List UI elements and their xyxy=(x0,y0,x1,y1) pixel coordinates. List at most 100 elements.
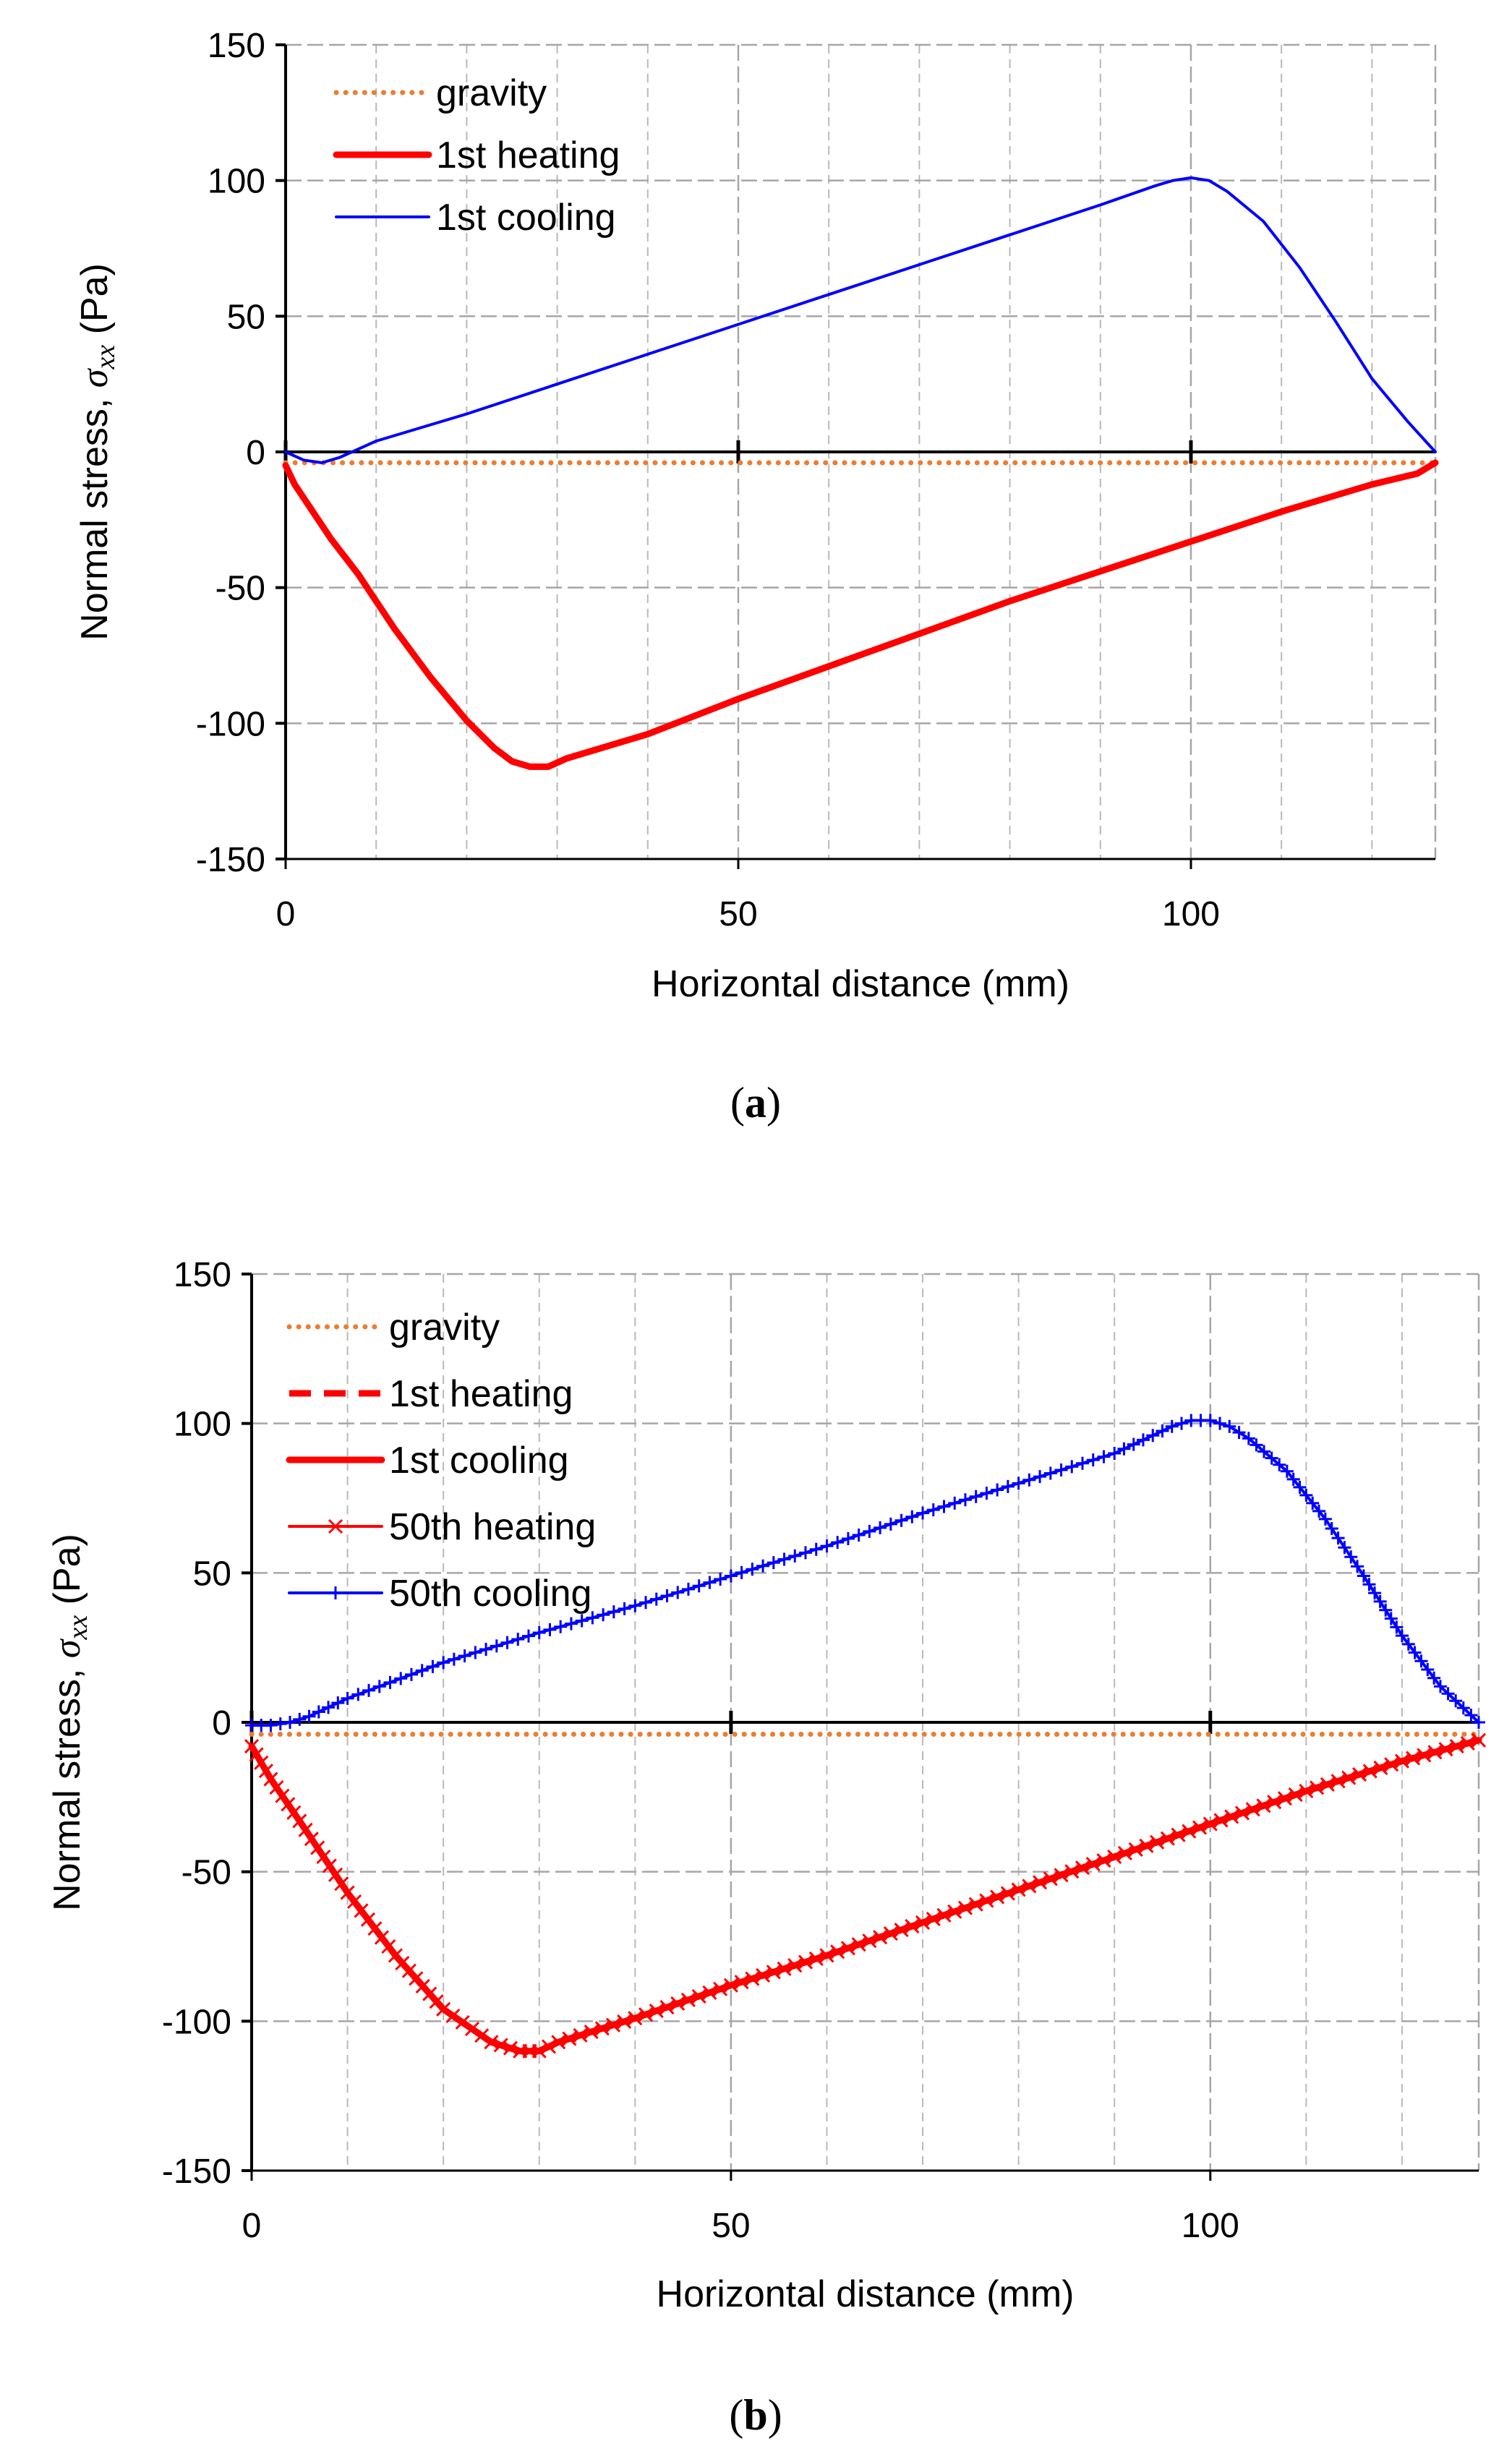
data-point-marker xyxy=(1286,1472,1300,1486)
data-point-marker xyxy=(455,2014,470,2030)
data-point-marker xyxy=(1441,1687,1455,1701)
data-point-marker xyxy=(1165,1419,1179,1433)
data-point-marker xyxy=(372,1680,386,1693)
data-point-marker xyxy=(554,1620,568,1633)
data-point-marker xyxy=(490,1639,503,1653)
data-point-marker xyxy=(681,1582,695,1596)
data-point-marker xyxy=(464,2022,479,2037)
panel-label-close: ) xyxy=(768,2391,782,2439)
data-point-marker xyxy=(254,1755,269,1770)
x-tick-label: 100 xyxy=(1182,2207,1239,2245)
data-point-marker xyxy=(249,1747,264,1762)
data-point-marker xyxy=(1368,1586,1382,1600)
data-point-marker xyxy=(273,1717,287,1731)
data-point-marker xyxy=(1414,1654,1428,1668)
y-axis-title: Normal stress, σxx (Pa) xyxy=(46,1534,93,1911)
data-point-marker xyxy=(1232,1426,1246,1440)
data-point-marker xyxy=(362,1683,376,1697)
data-point-marker xyxy=(1306,1496,1320,1510)
data-point-marker xyxy=(980,1487,994,1500)
data-point-marker xyxy=(884,1517,897,1531)
data-point-marker xyxy=(1379,1603,1393,1617)
data-point-marker xyxy=(511,1633,525,1646)
data-point-marker xyxy=(354,1903,369,1918)
data-point-marker xyxy=(691,1988,706,2004)
data-point-marker xyxy=(831,1536,845,1550)
series-line-1st-cooling xyxy=(284,176,1437,464)
data-point-marker xyxy=(659,1999,675,2015)
data-point-marker xyxy=(937,1500,951,1513)
data-point-marker xyxy=(1449,1694,1463,1708)
data-point-marker xyxy=(948,1496,962,1510)
data-point-marker xyxy=(756,1559,770,1573)
data-point-marker xyxy=(447,1652,461,1666)
x-tick-label: 50 xyxy=(712,2207,750,2245)
data-point-marker xyxy=(436,2001,451,2017)
data-point-marker xyxy=(1280,1464,1294,1478)
x-tick-label: 100 xyxy=(1162,895,1220,933)
data-point-marker xyxy=(680,1992,696,2008)
data-point-marker xyxy=(1192,1820,1208,1835)
data-point-marker xyxy=(1456,1701,1470,1715)
data-point-marker xyxy=(1464,1709,1478,1722)
data-point-marker xyxy=(820,1539,834,1553)
data-point-marker xyxy=(322,1858,337,1873)
data-point-marker xyxy=(830,1944,845,1959)
data-point-marker xyxy=(851,1937,866,1952)
data-point-marker xyxy=(799,1546,813,1560)
data-point-marker xyxy=(1417,1748,1432,1763)
data-point-marker xyxy=(713,1981,728,1996)
data-point-marker xyxy=(334,1876,349,1892)
data-point-marker xyxy=(415,1664,429,1677)
data-point-marker xyxy=(367,1921,383,1936)
data-point-marker xyxy=(479,1642,493,1656)
data-point-marker xyxy=(1384,1757,1399,1772)
series-50th-heating xyxy=(244,1732,1487,2059)
data-point-marker xyxy=(474,2028,490,2043)
series-line-1st-heating xyxy=(282,459,1439,770)
data-point-marker xyxy=(1043,1466,1057,1480)
data-point-marker xyxy=(1310,1780,1325,1795)
data-point-marker xyxy=(1175,1416,1189,1430)
y-tick-label: -150 xyxy=(196,841,265,879)
data-point-marker xyxy=(1312,1504,1326,1518)
x-tick-label: 50 xyxy=(719,895,757,933)
series-1st-cooling xyxy=(284,176,1437,464)
data-point-marker xyxy=(1362,1578,1376,1591)
data-point-marker xyxy=(1033,1470,1047,1484)
data-point-marker xyxy=(532,1626,546,1639)
data-point-marker xyxy=(531,2043,547,2059)
data-point-marker xyxy=(1421,1662,1435,1676)
data-point-marker xyxy=(1096,1852,1111,1868)
data-point-marker xyxy=(283,1716,297,1729)
data-point-marker xyxy=(1033,1875,1048,1890)
data-point-marker xyxy=(1460,1735,1475,1751)
panel-label-open: ( xyxy=(730,1079,745,1127)
data-point-marker xyxy=(1085,1857,1101,1872)
data-point-marker xyxy=(322,1701,336,1714)
data-point-marker xyxy=(671,1586,685,1599)
data-point-marker xyxy=(1224,1809,1239,1824)
data-point-marker xyxy=(692,1579,706,1593)
data-point-marker xyxy=(316,1849,331,1865)
legend-label: gravity xyxy=(389,1307,500,1349)
data-point-marker xyxy=(766,1965,781,1980)
data-point-marker xyxy=(916,1506,930,1520)
data-point-marker xyxy=(1471,1732,1487,1748)
data-point-marker xyxy=(628,1599,642,1612)
data-point-marker xyxy=(302,1709,316,1723)
data-point-marker xyxy=(573,2027,588,2043)
data-point-marker xyxy=(383,1675,397,1689)
data-point-marker xyxy=(1273,1458,1286,1471)
x-tick-label: 0 xyxy=(276,895,296,933)
data-point-marker xyxy=(1097,1450,1111,1463)
legend-marker xyxy=(328,1518,343,1534)
data-point-marker xyxy=(503,2040,518,2056)
y-axis-title-subscript: xx xyxy=(63,1615,93,1641)
data-point-marker xyxy=(394,1672,408,1685)
y-tick-label: 150 xyxy=(174,1256,231,1294)
data-point-marker xyxy=(991,1483,1004,1497)
data-point-marker xyxy=(1054,1463,1068,1476)
data-point-marker xyxy=(1054,1868,1069,1883)
data-point-marker xyxy=(1351,1560,1364,1573)
